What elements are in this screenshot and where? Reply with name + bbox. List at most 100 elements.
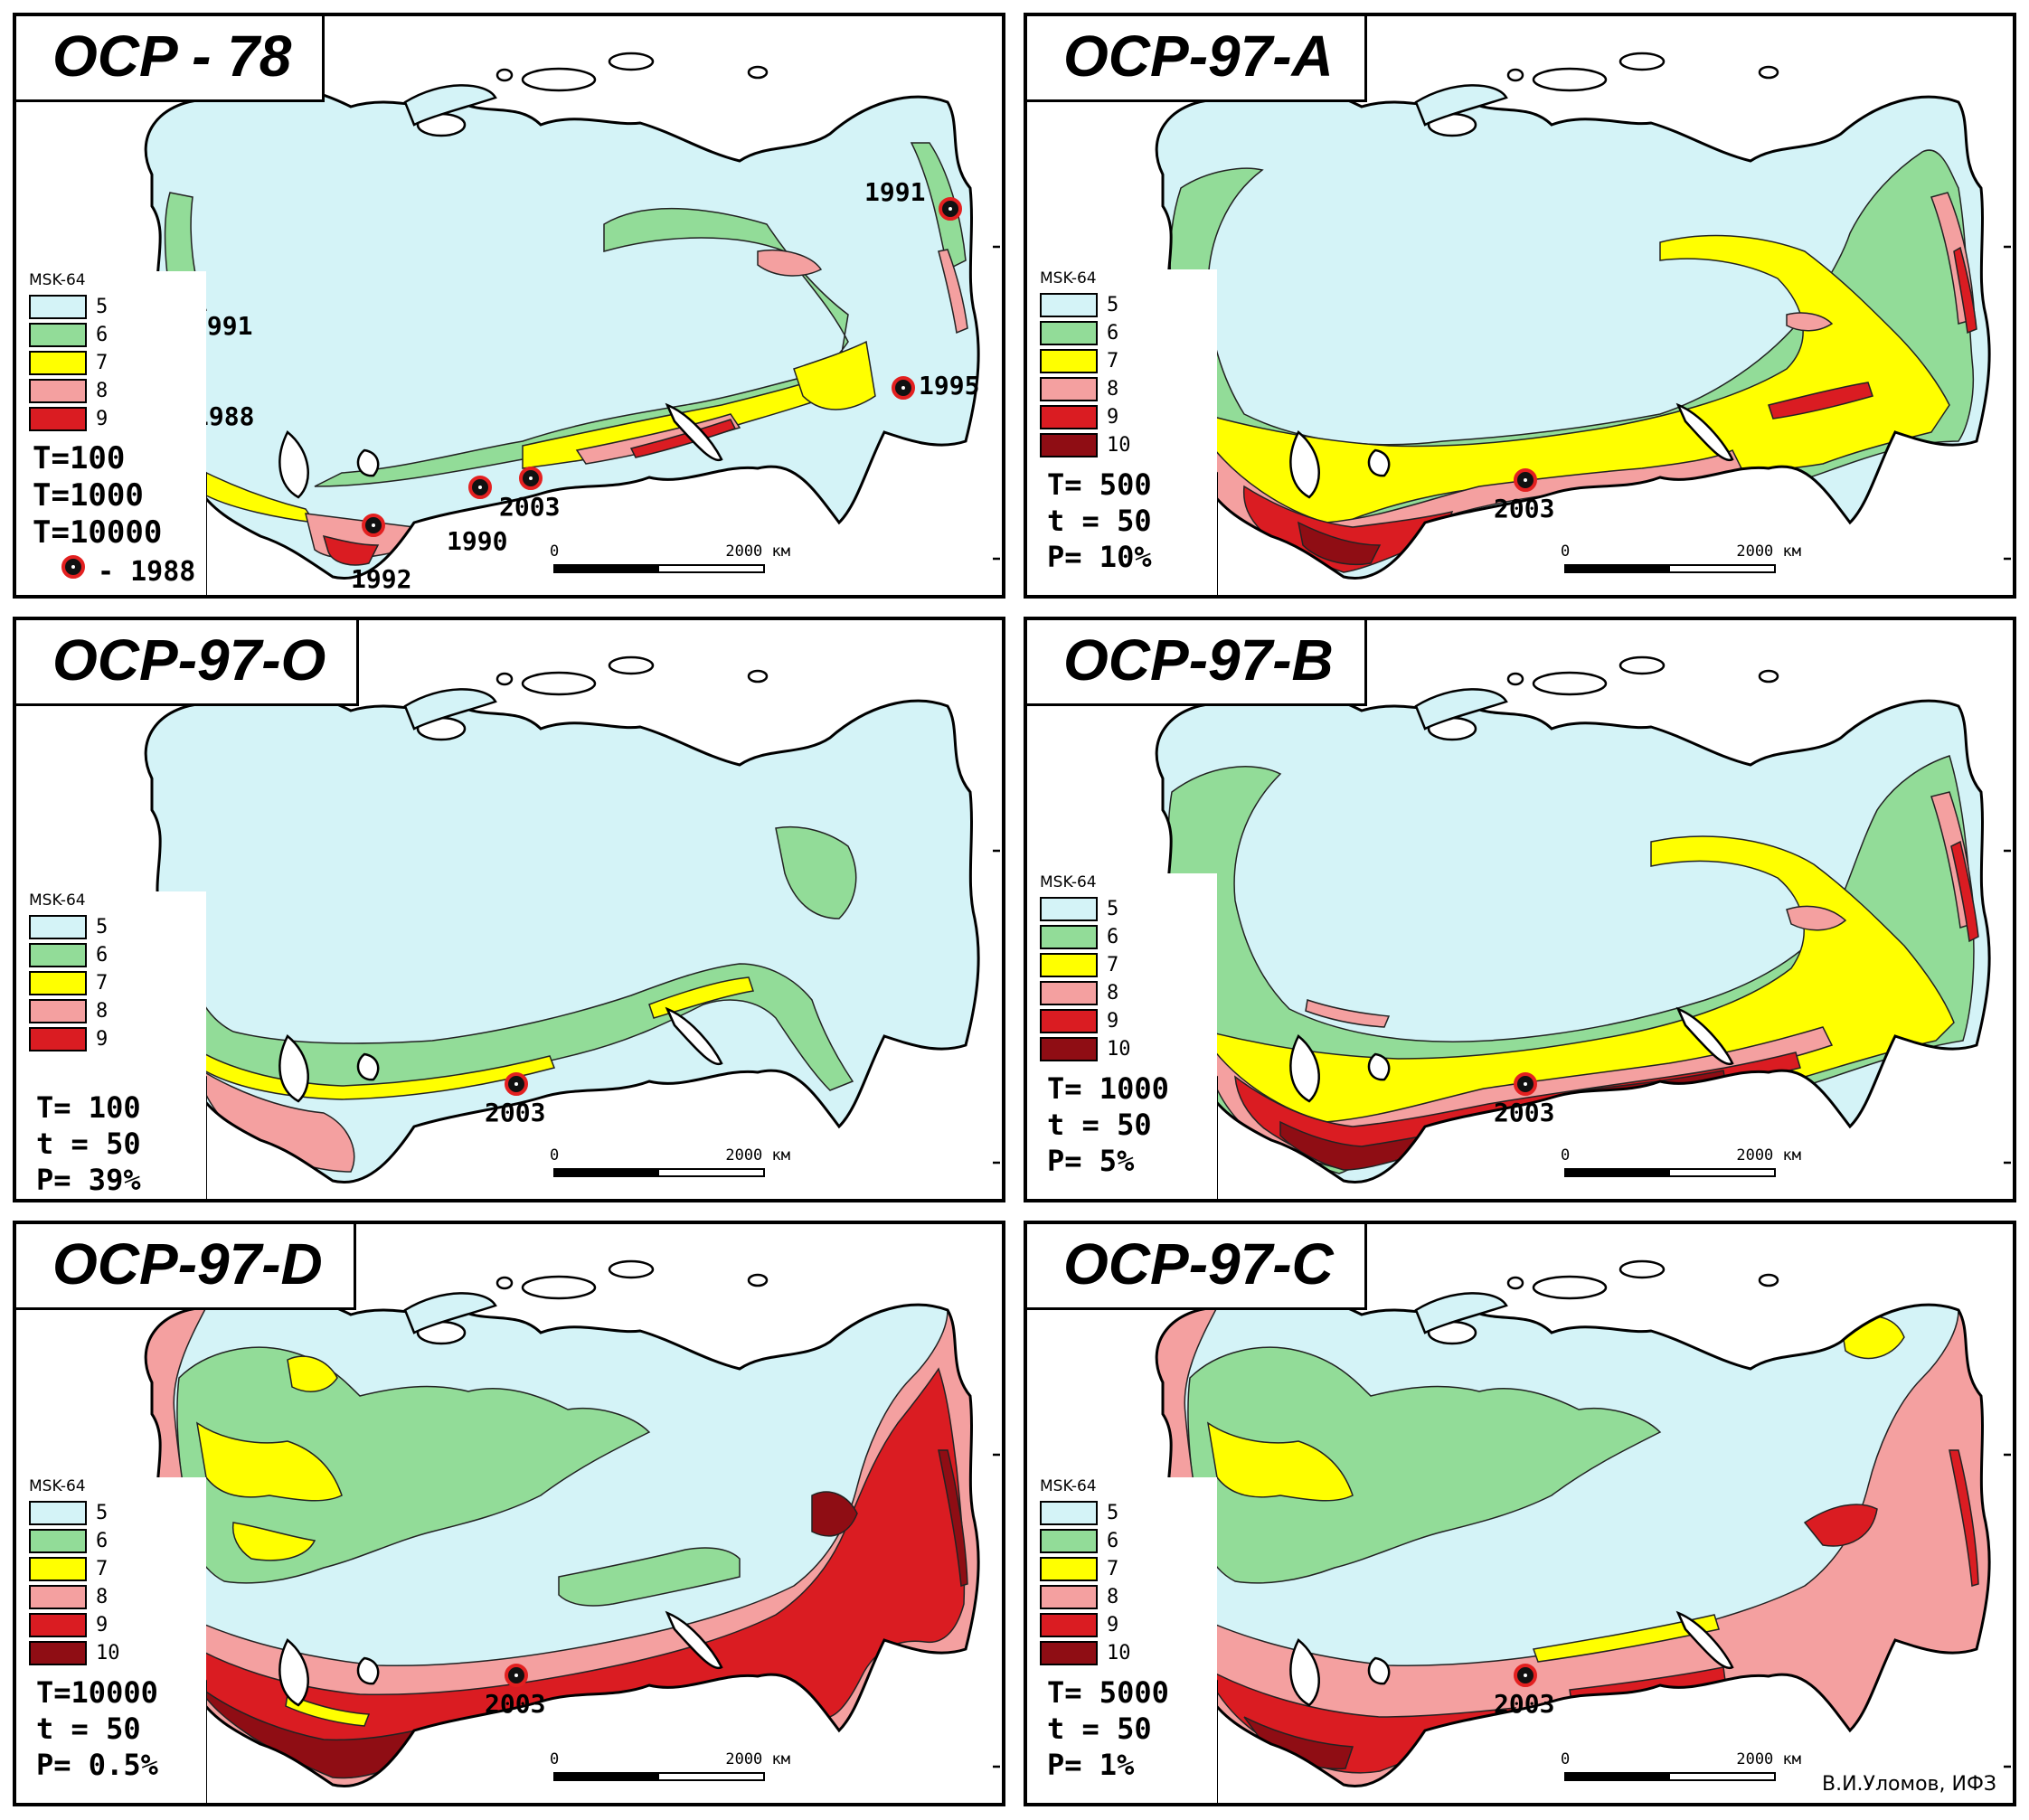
legend-intensity-value: 7 [1107, 954, 1119, 976]
legend-intensity-value: 9 [96, 1614, 109, 1636]
island [521, 671, 597, 696]
legend-swatch [29, 1529, 87, 1553]
zone-intensity-10 [811, 1491, 858, 1537]
island [608, 1259, 655, 1279]
legend-params: T= 5000 t = 50 P= 1% [1047, 1674, 1217, 1783]
map-panel-ocr78: OCP - 78 1991 1991 1988 1995 2003 1990 1… [13, 13, 1005, 599]
map-panel-ocr97a: OCP-97-A 2003 0 2000 км MSK-64 5 6 7 8 9 10 T… [1024, 13, 2016, 599]
scale-end-label: 2000 км [725, 1750, 790, 1768]
zone-intensity-7 [287, 1355, 338, 1392]
scale-bar: 0 2000 км [550, 1146, 790, 1188]
param-line: t = 50 [1047, 504, 1152, 538]
legend-intensity-value: 9 [1107, 1614, 1119, 1636]
legend-swatch [29, 323, 87, 347]
legend-swatch [1040, 293, 1098, 317]
legend-intensity-value: 10 [1107, 1642, 1131, 1664]
event-year: 2003 [485, 1098, 546, 1127]
param-line: T=10000 [33, 514, 163, 551]
legend-intensity-value: 5 [1107, 898, 1119, 920]
lake [1367, 448, 1391, 477]
legend-swatch [1040, 1613, 1098, 1637]
zone-intensity-7 [648, 976, 754, 1019]
lake [278, 430, 309, 499]
legend-intensity-value: 8 [96, 380, 109, 402]
legend-heading: MSK-64 [1040, 873, 1097, 891]
legend-item: 9 [29, 1611, 206, 1639]
param-line: P= 5% [1047, 1144, 1135, 1178]
map-panel-ocr97c: OCP-97-C 2003 0 2000 км MSK-64 5 6 7 8 9 10 T… [1024, 1221, 2016, 1806]
legend-swatch [29, 351, 87, 375]
scale-start-label: 0 [1561, 1750, 1571, 1768]
legend-item: 8 [1040, 1583, 1217, 1611]
legend-intensity-value: 8 [96, 1000, 109, 1023]
legend-intensity-value: 6 [96, 944, 109, 967]
legend-heading: MSK-64 [29, 271, 86, 289]
legend-swatch [29, 1585, 87, 1609]
legend-item: 6 [29, 1527, 206, 1555]
coastline [1155, 1289, 1991, 1787]
intensity-legend: MSK-64 5 6 7 8 9 10 T=10000 t = 50 P= 0.5% [16, 1477, 206, 1803]
legend-heading: MSK-64 [1040, 269, 1097, 288]
legend-item: 7 [1040, 1555, 1217, 1583]
intensity-legend: MSK-64 5 6 7 8 9 10 T= 500 t = 50 P= 10% [1027, 269, 1217, 595]
legend-item: 6 [1040, 923, 1217, 951]
map-panel-ocr97d: OCP-97-D 2003 0 2000 км MSK-64 5 6 7 8 9 10 T… [13, 1221, 1005, 1806]
tick-mark [993, 245, 1000, 561]
legend-item: 5 [1040, 895, 1217, 923]
legend-swatch [1040, 377, 1098, 401]
island [608, 655, 655, 675]
legend-intensity-value: 5 [1107, 1502, 1119, 1524]
map-title: OCP - 78 [16, 16, 326, 102]
legend-swatch [1040, 1557, 1098, 1581]
legend-swatch [29, 915, 87, 939]
island [747, 65, 769, 80]
seismic-zoning-map [1155, 1259, 2011, 1803]
lake [665, 1610, 723, 1670]
legend-intensity-value: 6 [1107, 1530, 1119, 1552]
legend-intensity-value: 6 [1107, 926, 1119, 948]
island [1532, 671, 1608, 696]
lake [1289, 1034, 1320, 1103]
legend-item: 8 [1040, 979, 1217, 1007]
event-year: 1991 [864, 177, 926, 207]
legend-swatch [1040, 1641, 1098, 1665]
zone-intensity-5 [146, 82, 979, 579]
island [495, 672, 514, 686]
seismic-zoning-map [144, 655, 1000, 1199]
map-title: OCP-97-O [16, 620, 360, 706]
legend-params: T= 100 t = 50 P= 39% [36, 1089, 206, 1198]
scale-end-label: 2000 км [725, 1146, 790, 1165]
legend-intensity-value: 8 [96, 1586, 109, 1608]
island [1758, 65, 1779, 80]
param-line: t = 50 [36, 1712, 141, 1746]
legend-intensity-value: 8 [1107, 378, 1119, 401]
lake [1289, 430, 1320, 499]
lake [1367, 1052, 1391, 1081]
scale-end-label: 2000 км [1736, 1146, 1801, 1165]
legend-swatch [29, 1027, 87, 1051]
island [403, 84, 497, 127]
legend-intensity-value: 5 [96, 296, 109, 318]
zone-intensity-7 [1532, 1614, 1720, 1663]
legend-params: T= 1000 t = 50 P= 5% [1047, 1070, 1217, 1179]
legend-heading: MSK-64 [29, 1477, 86, 1495]
legend-item: 7 [29, 969, 206, 997]
legend-intensity-value: 9 [96, 1028, 109, 1051]
seismic-zoning-map [144, 52, 1000, 595]
legend-item: 6 [1040, 1527, 1217, 1555]
legend-intensity-value: 5 [96, 916, 109, 938]
zone-intensity-6 [775, 825, 857, 919]
zone-intensity-7 [285, 1693, 371, 1727]
zone-intensity-10 [1297, 521, 1382, 566]
param-line: T= 100 [36, 1090, 141, 1125]
legend-intensity-value: 9 [96, 408, 109, 430]
legend-item: 8 [1040, 375, 1217, 403]
island [1506, 672, 1524, 686]
legend-swatch [29, 1641, 87, 1665]
scale-bar: 0 2000 км [1561, 1750, 1801, 1792]
zone-intensity-6 [176, 1346, 651, 1584]
zone-intensity-9 [1768, 382, 1873, 420]
intensity-legend: MSK-64 5 6 7 8 9 10 T= 1000 t = 50 P= 5% [1027, 873, 1217, 1199]
legend-intensity-value: 9 [1107, 1010, 1119, 1033]
legend-item: 10 [1040, 1639, 1217, 1667]
